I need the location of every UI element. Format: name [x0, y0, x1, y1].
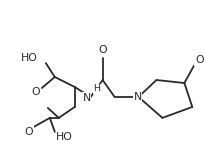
- Text: N: N: [82, 93, 91, 103]
- Text: HO: HO: [21, 53, 38, 63]
- Text: O: O: [25, 127, 33, 137]
- Text: HO: HO: [56, 132, 73, 142]
- Text: N: N: [133, 92, 142, 102]
- Text: H: H: [93, 85, 100, 94]
- Text: O: O: [195, 55, 204, 65]
- Text: O: O: [32, 87, 40, 97]
- Text: O: O: [98, 45, 107, 55]
